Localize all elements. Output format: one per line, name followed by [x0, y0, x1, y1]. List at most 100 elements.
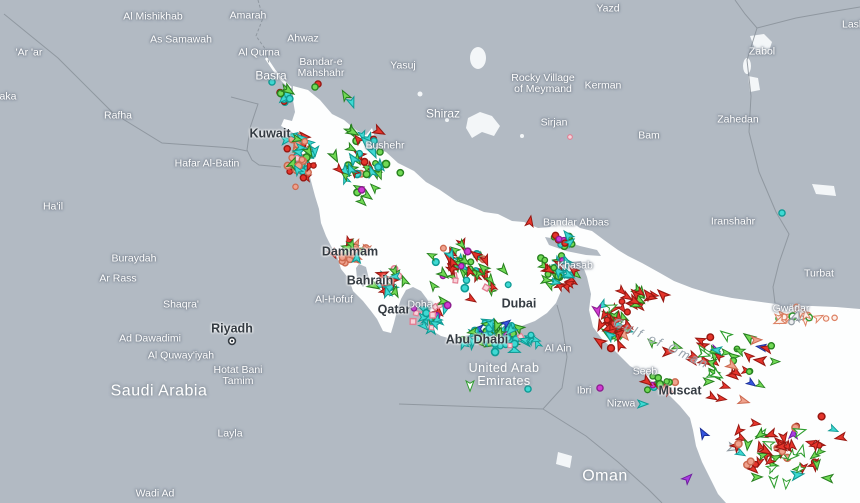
vessel-marker-central-gulf[interactable] — [465, 264, 476, 278]
vessel-marker-fujairah[interactable] — [599, 308, 611, 321]
vessel-marker-fujairah[interactable] — [594, 317, 609, 332]
vessel-marker-arabian-sea[interactable] — [777, 431, 788, 445]
vessel-marker[interactable] — [636, 399, 650, 409]
vessel-marker-arabian-sea[interactable] — [768, 452, 783, 465]
vessel-marker-oman-gulf-lane[interactable] — [687, 349, 700, 361]
vessel-marker-arabian-sea[interactable] — [732, 423, 746, 438]
vessel-marker[interactable] — [339, 89, 353, 103]
vessel-marker-oman-gulf-lane[interactable] — [733, 346, 747, 358]
vessel-marker-arabian-sea[interactable] — [817, 412, 826, 421]
vessel-marker-oman-gulf-lane[interactable] — [744, 376, 757, 389]
vessel-marker-arabian-sea[interactable] — [763, 427, 779, 441]
vessel-marker-dammam[interactable] — [326, 246, 339, 260]
vessel-marker-uae-coast[interactable] — [474, 338, 486, 348]
vessel-marker[interactable] — [680, 472, 695, 486]
vessel-marker-arabian-sea[interactable] — [820, 473, 835, 484]
vessel-marker-uae-coast[interactable] — [491, 340, 499, 348]
vessel-marker-north-gulf[interactable] — [381, 159, 391, 169]
vessel-marker-hormuz-east[interactable] — [655, 287, 672, 304]
vessel-marker-hormuz-east[interactable] — [614, 284, 628, 297]
vessel-marker-uae-coast[interactable] — [499, 317, 512, 330]
vessel-marker-arabian-sea[interactable] — [743, 438, 754, 452]
vessel-marker-north-gulf[interactable] — [326, 148, 341, 164]
vessel-marker[interactable] — [345, 95, 358, 110]
vessel-marker-arabian-sea[interactable] — [794, 462, 807, 474]
vessel-marker-central-gulf[interactable] — [483, 272, 496, 286]
vessel-marker-bahrain-east[interactable] — [382, 285, 394, 300]
vessel-marker-uae-coast[interactable] — [518, 335, 532, 346]
vessel-marker-doha-qatar[interactable] — [427, 310, 438, 321]
vessel-marker-oman-gulf-lane[interactable] — [736, 394, 751, 407]
vessel-marker-hormuz[interactable] — [550, 264, 558, 272]
vessel-marker-north-gulf[interactable] — [373, 167, 385, 181]
vessel-marker-fujairah[interactable] — [614, 338, 627, 353]
vessel-marker-kuwait-anchorage[interactable] — [301, 138, 309, 145]
vessel-marker-central-gulf[interactable] — [464, 292, 478, 305]
vessel-marker-north-gulf[interactable] — [345, 162, 358, 178]
vessel-marker-muscat-coast[interactable] — [663, 383, 676, 398]
vessel-marker-arabian-sea[interactable] — [787, 438, 798, 452]
vessel-marker-kuwait-anchorage[interactable] — [292, 183, 299, 191]
vessel-marker-gwadar[interactable] — [811, 312, 825, 325]
vessel-marker-central-gulf[interactable] — [476, 261, 492, 277]
vessel-marker-hormuz[interactable] — [558, 254, 574, 269]
vessel-marker-north-gulf[interactable] — [352, 133, 365, 147]
vessel-marker-oman-gulf-lane[interactable] — [713, 351, 726, 363]
vessel-marker-north-gulf[interactable] — [365, 143, 380, 160]
vessel-marker-fujairah[interactable] — [612, 316, 625, 325]
vessel-marker-central-gulf[interactable] — [426, 250, 439, 262]
vessel-marker-arabian-sea[interactable] — [750, 472, 764, 483]
vessel-marker-bahrain-east[interactable] — [388, 284, 400, 299]
vessel-marker-doha-qatar[interactable] — [417, 319, 430, 332]
vessel-marker-bahrain-east[interactable] — [374, 268, 390, 283]
vessel-marker-hormuz[interactable] — [567, 264, 581, 278]
vessel-marker-fujairah[interactable] — [603, 316, 611, 324]
vessel-marker-arabian-sea[interactable] — [791, 425, 808, 439]
vessel-marker-arabian-sea[interactable] — [757, 442, 774, 458]
vessel-marker-central-gulf[interactable] — [462, 276, 471, 285]
vessel-marker-uae-coast[interactable] — [511, 321, 527, 336]
vessel-marker-uae-coast[interactable] — [503, 334, 512, 342]
vessel-marker-uae-coast[interactable] — [485, 317, 496, 331]
vessel-marker[interactable] — [697, 427, 711, 441]
vessel-marker-arabian-sea[interactable] — [734, 439, 743, 449]
vessel-marker-fujairah[interactable] — [602, 328, 618, 344]
vessel-marker-north-gulf[interactable] — [358, 134, 374, 149]
vessel-marker-oman-gulf-lane[interactable] — [769, 357, 782, 366]
vessel-marker-oman-gulf-lane[interactable] — [742, 350, 756, 364]
vessel-marker-central-gulf[interactable] — [435, 265, 451, 282]
vessel-marker-central-gulf[interactable] — [469, 248, 484, 263]
vessel-marker-oman-gulf-lane[interactable] — [767, 342, 776, 350]
vessel-marker-oman-gulf-lane[interactable] — [750, 335, 764, 346]
vessel-marker-hormuz[interactable] — [539, 274, 554, 285]
vessel-marker-fujairah[interactable] — [592, 335, 609, 350]
vessel-marker-kuwait-anchorage[interactable] — [298, 156, 306, 164]
vessel-marker-central-gulf[interactable] — [439, 244, 447, 252]
vessel-marker-kuwait-anchorage[interactable] — [309, 144, 320, 158]
vessel-marker-doha-qatar[interactable] — [443, 301, 452, 310]
vessel-marker-oman-gulf-lane[interactable] — [723, 357, 740, 373]
vessel-marker-oman-gulf-lane[interactable] — [718, 380, 732, 392]
vessel-marker-bandar-abbas-port[interactable] — [561, 228, 576, 244]
vessel-marker-hormuz[interactable] — [541, 262, 556, 276]
vessel-marker-hormuz-east[interactable] — [619, 289, 633, 303]
vessel-marker-uae-coast[interactable] — [458, 336, 471, 351]
vessel-marker-bahrain-east[interactable] — [387, 264, 400, 278]
vessel-marker-oman-gulf-lane[interactable] — [646, 337, 659, 350]
vessel-marker-north-gulf[interactable] — [368, 182, 382, 195]
vessel-marker-bandar-abbas-port[interactable] — [563, 236, 577, 250]
vessel-marker-doha-qatar[interactable] — [431, 312, 444, 325]
vessel-marker-uae-coast[interactable] — [467, 335, 478, 349]
vessel-marker-arabian-sea[interactable] — [814, 445, 827, 458]
vessel-marker-central-gulf[interactable] — [495, 262, 510, 277]
vessel-marker-uae-coast[interactable] — [506, 341, 514, 349]
vessel-marker-gwadar[interactable] — [822, 315, 830, 322]
vessel-marker-dammam[interactable] — [338, 253, 347, 262]
vessel-marker-arabian-sea[interactable] — [764, 454, 777, 467]
vessel-marker-north-gulf[interactable] — [339, 170, 353, 183]
vessel-marker-oman-gulf-lane[interactable] — [696, 347, 712, 360]
vessel-marker-hormuz-east[interactable] — [641, 288, 656, 303]
vessel-marker-fujairah[interactable] — [604, 301, 619, 315]
vessel-marker-central-gulf[interactable] — [504, 281, 512, 289]
vessel-marker-arabian-sea[interactable] — [756, 450, 769, 462]
